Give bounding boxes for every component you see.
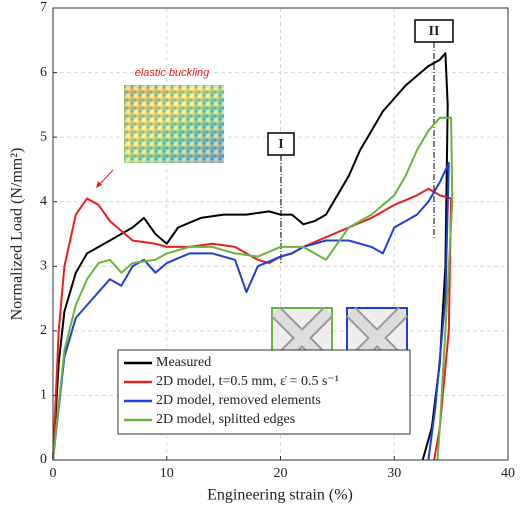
- buckling-arrow: [98, 169, 114, 186]
- marker-label: II: [429, 24, 440, 39]
- x-tick-label: 10: [160, 466, 174, 481]
- legend-box: [117, 349, 411, 435]
- series-line: [52, 52, 449, 461]
- legend-label: Measured: [156, 355, 211, 370]
- y-tick-label: 3: [40, 259, 47, 274]
- y-tick-label: 5: [40, 129, 47, 144]
- x-tick-label: 0: [50, 466, 57, 481]
- y-axis-label: Normalized Load (N/mm²): [9, 148, 26, 321]
- x-tick-label: 20: [274, 466, 288, 481]
- y-tick-label: 7: [40, 0, 47, 15]
- series-line: [52, 162, 450, 461]
- x-tick-label: 30: [387, 466, 401, 481]
- legend: Measured 2D model, t=0.5 mm, ε̇ = 0.5 s⁻¹…: [117, 349, 411, 435]
- series-line: [52, 116, 454, 461]
- plot-lines: [52, 52, 454, 461]
- x-axis-label: Engineering strain (%): [207, 487, 353, 504]
- series-line: [52, 187, 453, 461]
- legend-label: 2D model, removed elements: [156, 393, 321, 408]
- marker-box: [267, 132, 295, 156]
- y-tick-label: 0: [40, 452, 47, 467]
- lattice-inset: [124, 85, 224, 163]
- x-tick-label: 40: [501, 466, 515, 481]
- y-tick-label: 2: [40, 323, 47, 338]
- legend-label: 2D model, splitted edges: [156, 412, 295, 427]
- marker-box: [414, 19, 454, 43]
- y-tick-label: 1: [40, 388, 47, 403]
- legend-label: 2D model, t=0.5 mm, ε̇ = 0.5 s⁻¹: [156, 374, 339, 389]
- marker-label: I: [278, 137, 283, 152]
- annotation: elastic buckling: [135, 67, 210, 79]
- buckling-arrowhead: [96, 181, 102, 188]
- y-tick-label: 4: [40, 194, 47, 209]
- y-tick-label: 6: [40, 65, 47, 80]
